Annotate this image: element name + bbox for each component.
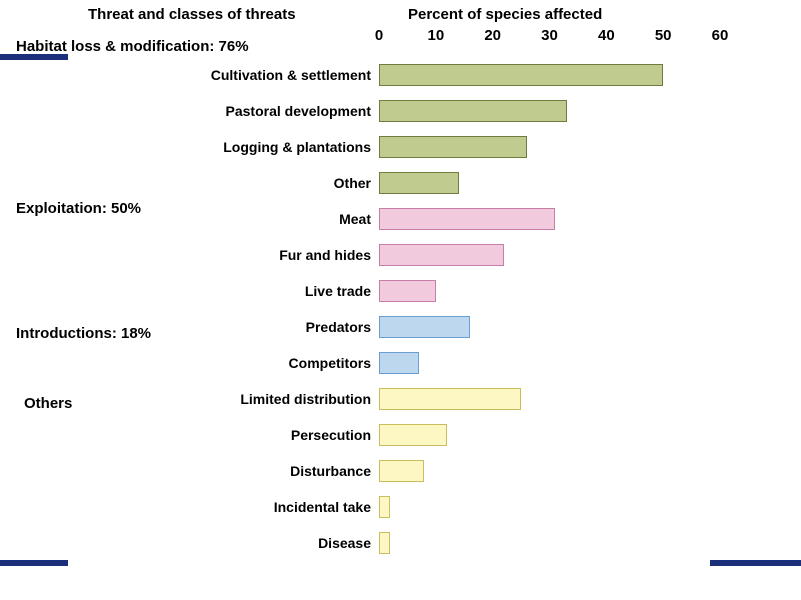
x-axis-tick-label: 0 — [375, 27, 383, 44]
bar-row: Disease — [0, 530, 801, 556]
bar-label: Pastoral development — [226, 103, 372, 119]
bar-rect — [379, 388, 521, 410]
bar-rect — [379, 532, 390, 554]
bar-label: Disturbance — [290, 463, 371, 479]
bar-label: Meat — [339, 211, 371, 227]
x-axis-tick-label: 20 — [484, 27, 501, 44]
bar-row: Other — [0, 170, 801, 196]
bar-row: Cultivation & settlement — [0, 62, 801, 88]
bar-row: Pastoral development — [0, 98, 801, 124]
bar-rect — [379, 100, 567, 122]
decorative-bar — [710, 560, 801, 566]
bar-rect — [379, 352, 419, 374]
bar-row: Fur and hides — [0, 242, 801, 268]
bar-label: Incidental take — [274, 499, 371, 515]
bar-row: Incidental take — [0, 494, 801, 520]
bar-rect — [379, 496, 390, 518]
bar-label: Fur and hides — [279, 247, 371, 263]
bar-rect — [379, 424, 447, 446]
decorative-bar — [0, 560, 68, 566]
bar-rect — [379, 208, 555, 230]
bar-label: Competitors — [289, 355, 371, 371]
decorative-bar — [0, 54, 68, 60]
x-axis-tick-label: 50 — [655, 27, 672, 44]
title-threat-classes: Threat and classes of threats — [88, 6, 296, 23]
bar-row: Logging & plantations — [0, 134, 801, 160]
bar-label: Disease — [318, 535, 371, 551]
bar-label: Live trade — [305, 283, 371, 299]
bar-rect — [379, 64, 663, 86]
bar-label: Predators — [306, 319, 371, 335]
group-heading-habitat: Habitat loss & modification: 76% — [16, 38, 249, 55]
bar-rect — [379, 460, 424, 482]
bar-label: Cultivation & settlement — [211, 67, 371, 83]
bar-label: Persecution — [291, 427, 371, 443]
bar-rect — [379, 280, 436, 302]
bar-rect — [379, 316, 470, 338]
x-axis-tick-label: 40 — [598, 27, 615, 44]
bar-rect — [379, 244, 504, 266]
bar-rect — [379, 136, 527, 158]
bar-row: Competitors — [0, 350, 801, 376]
bar-row: Live trade — [0, 278, 801, 304]
bar-row: Limited distribution — [0, 386, 801, 412]
bar-rect — [379, 172, 459, 194]
x-axis-tick-label: 30 — [541, 27, 558, 44]
title-percent-affected: Percent of species affected — [408, 6, 602, 23]
bar-row: Persecution — [0, 422, 801, 448]
x-axis-tick-label: 10 — [427, 27, 444, 44]
bar-row: Predators — [0, 314, 801, 340]
bar-label: Logging & plantations — [223, 139, 371, 155]
bar-label: Other — [334, 175, 371, 191]
x-axis-tick-label: 60 — [712, 27, 729, 44]
bar-row: Meat — [0, 206, 801, 232]
bar-label: Limited distribution — [240, 391, 371, 407]
bar-row: Disturbance — [0, 458, 801, 484]
